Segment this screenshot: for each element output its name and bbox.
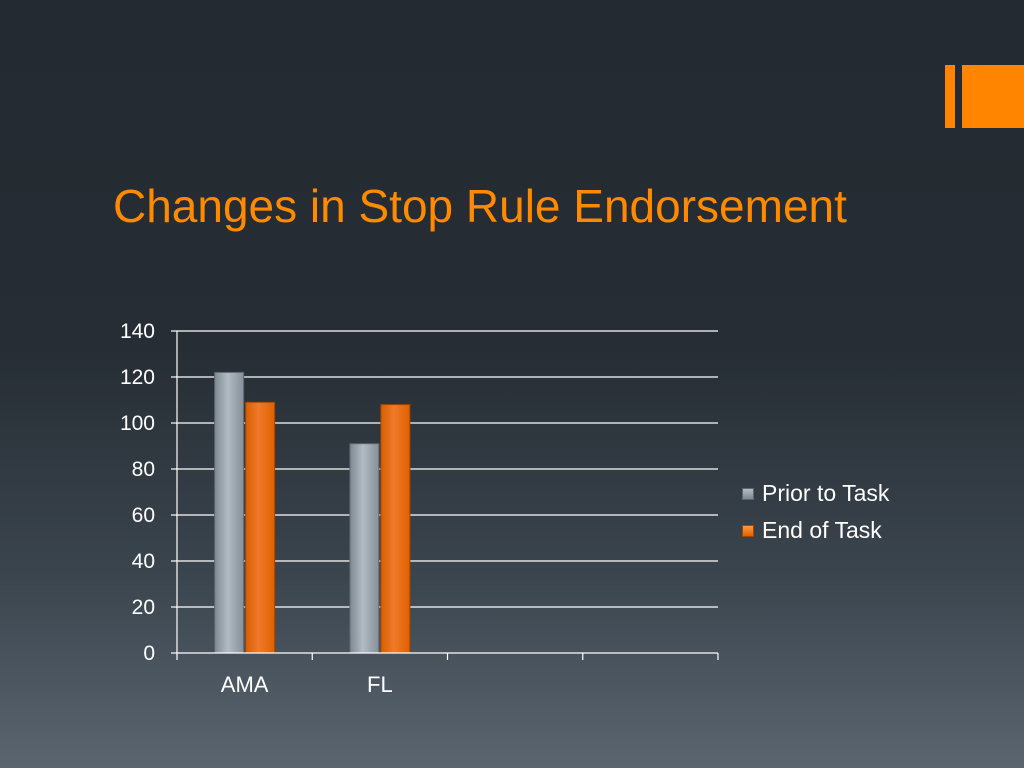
x-tick-labels: AMA FL <box>221 672 393 697</box>
x-tick-label: FL <box>367 672 393 697</box>
y-tick-label: 100 <box>120 412 155 435</box>
legend-item-end: End of Task <box>742 512 889 549</box>
x-tick-label: AMA <box>221 672 269 697</box>
legend-label-prior: Prior to Task <box>762 480 890 506</box>
y-tick-labels: 0 20 40 60 80 100 120 140 <box>120 320 155 665</box>
y-tick-label: 20 <box>132 596 155 619</box>
y-tick-label: 0 <box>143 642 155 665</box>
y-tick-label: 120 <box>120 366 155 389</box>
accent-bar-wide <box>962 65 1024 128</box>
y-tick-label: 140 <box>120 320 155 343</box>
bar-end-of-task <box>380 404 411 654</box>
axes <box>171 330 719 660</box>
accent-bars <box>945 65 1024 128</box>
legend-swatch-end <box>742 524 754 537</box>
y-tick-label: 40 <box>132 550 155 573</box>
y-tick-label: 80 <box>132 458 155 481</box>
bar-end-of-task <box>245 401 276 654</box>
legend-swatch-prior <box>742 487 754 500</box>
legend: Prior to Task End of Task <box>742 475 889 549</box>
y-tick-label: 60 <box>132 504 155 527</box>
page-title: Changes in Stop Rule Endorsement <box>113 180 847 232</box>
legend-label-end: End of Task <box>762 517 882 543</box>
legend-item-prior: Prior to Task <box>742 475 889 512</box>
accent-bar-thin <box>945 65 955 128</box>
bar-prior-to-task <box>349 443 380 654</box>
bar-prior-to-task <box>214 371 245 654</box>
bars <box>214 371 411 654</box>
